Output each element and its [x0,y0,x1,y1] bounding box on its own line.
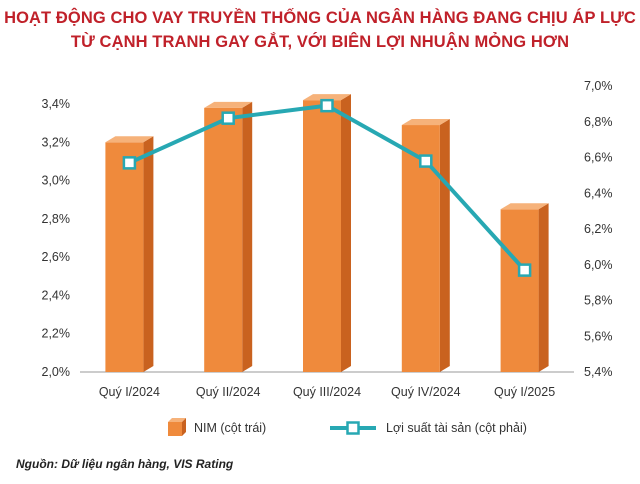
bar-front-face [500,209,539,372]
line-point-marker [320,98,334,113]
line-point-marker [517,263,532,277]
y-right-tick-label: 6,6% [584,151,613,165]
y-left-tick-label: 2,2% [42,327,71,341]
y-left-tick-label: 2,8% [42,212,71,226]
x-category-label: Quý I/2025 [494,385,555,399]
chart-title-line-1: HOẠT ĐỘNG CHO VAY TRUYỀN THỐNG CỦA NGÂN … [4,9,636,27]
bar [204,101,253,372]
bar-top-face [204,101,253,108]
y-right-tick-label: 5,4% [584,365,613,379]
legend-bar-side [182,418,186,436]
y-right-tick-label: 6,2% [584,222,613,236]
y-left-tick-label: 2,0% [42,365,71,379]
y-right-tick-label: 6,8% [584,115,613,129]
x-category-label: Quý III/2024 [293,385,361,399]
bar-top-face [500,203,549,210]
legend-label-bar: NIM (cột trái) [194,421,266,435]
legend-label-line: Lợi suất tài sản (cột phải) [386,421,527,435]
y-right-tick-label: 5,8% [584,294,613,308]
y-right-tick-label: 6,0% [584,258,613,272]
bar-top-face [105,136,154,143]
bar [105,136,154,372]
bar-side-face [143,136,154,372]
y-right-tick-label: 7,0% [584,79,613,93]
y-left-tick-label: 2,4% [42,288,71,302]
x-category-label: Quý II/2024 [196,385,261,399]
line-point-marker [122,156,137,170]
line-point-marker [419,154,433,168]
bar [303,94,351,373]
bar-front-face [105,142,144,372]
x-category-label: Quý IV/2024 [391,385,461,399]
y-left-tick-label: 3,2% [42,135,71,149]
bar-side-face [341,94,351,373]
y-right-tick-label: 6,4% [584,186,613,200]
bar-front-face [303,100,341,373]
legend-item-line: Lợi suất tài sản (cột phải) [330,421,527,435]
bar-top-face [401,119,450,126]
legend-item-bar: NIM (cột trái) [168,418,266,436]
chart-title-line-2: TỪ CẠNH TRANH GAY GẮT, VỚI BIÊN LỢI NHUẬ… [70,33,570,51]
line-point-marker [221,111,235,125]
x-category-label: Quý I/2024 [99,385,160,399]
legend-line-marker [346,421,360,435]
bar [500,203,549,372]
legend-bar-top [168,418,186,422]
y-left-tick-label: 2,6% [42,250,71,264]
y-left-tick-label: 3,4% [42,97,71,111]
legend-bar-swatch [168,422,182,436]
bar-side-face [538,203,549,372]
source-note: Nguồn: Dữ liệu ngân hàng, VIS Rating [16,457,234,471]
bar-side-face [439,119,450,372]
bar-front-face [204,107,243,372]
y-left-tick-label: 3,0% [42,174,71,188]
y-right-tick-label: 5,6% [584,329,613,343]
bar-side-face [242,101,253,372]
bar-top-face [303,94,351,101]
chart-title: HOẠT ĐỘNG CHO VAY TRUYỀN THỐNG CỦA NGÂN … [0,6,640,54]
